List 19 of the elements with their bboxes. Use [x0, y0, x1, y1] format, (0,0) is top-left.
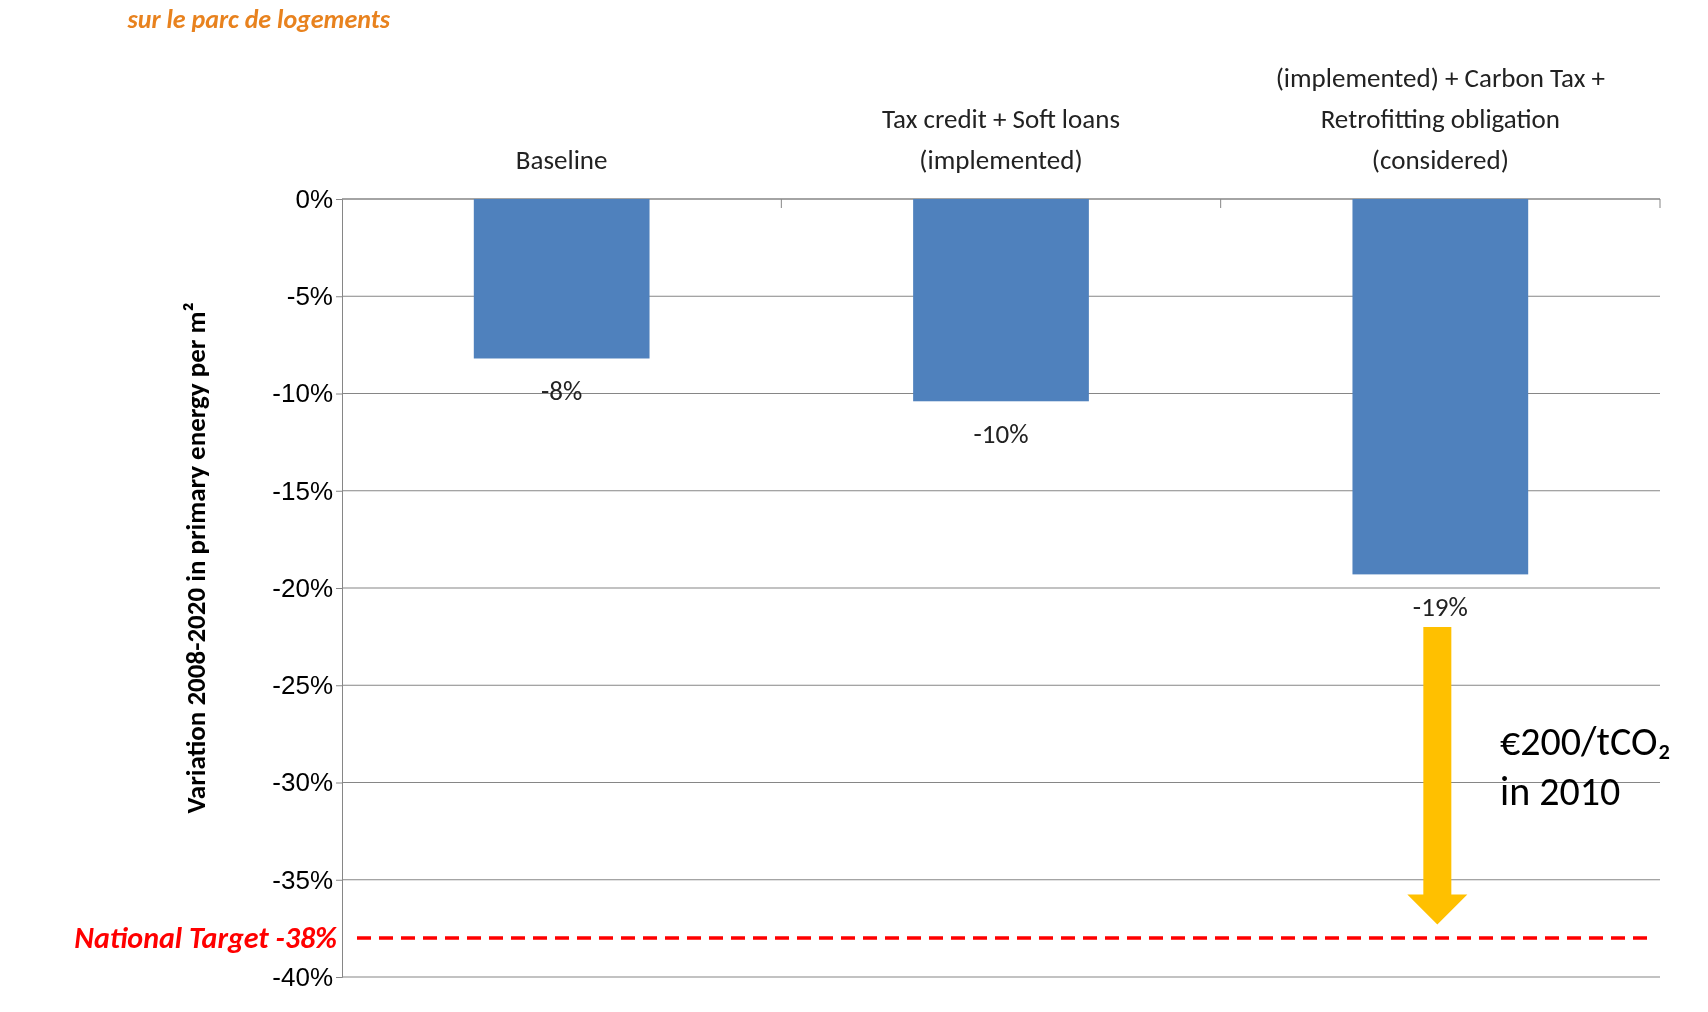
y-tick-label: -5% [286, 281, 333, 312]
y-axis-title: Variation 2008-2020 in primary energy per m² [179, 302, 212, 814]
text: sur le parc de logements [126, 3, 391, 35]
y-tick-label: -15% [272, 475, 333, 506]
x-tick-label: Tax credit + Soft loans (implemented) [881, 102, 1121, 176]
y-tick-label: -35% [272, 864, 333, 895]
data-label: -8% [541, 374, 583, 408]
y-tick-label: -10% [272, 378, 333, 409]
annotation: €200/tCO₂ in 2010 [1500, 717, 1671, 816]
y-tick-label: -25% [272, 670, 333, 701]
x-tick-label: (implemented) + Carbon Tax + Retrofitting obligation (considered) [1275, 61, 1606, 176]
y-tick-label: -20% [272, 572, 333, 603]
x-tick-label: Baseline [515, 143, 608, 176]
y-tick-label: 0% [295, 183, 333, 214]
y-tick-label: -40% [272, 961, 333, 992]
y-tick-label: -30% [272, 767, 333, 798]
data-label: -19% [1412, 590, 1468, 624]
ref-line-label: National Target -38% [74, 919, 338, 957]
data-label: -10% [973, 417, 1029, 451]
